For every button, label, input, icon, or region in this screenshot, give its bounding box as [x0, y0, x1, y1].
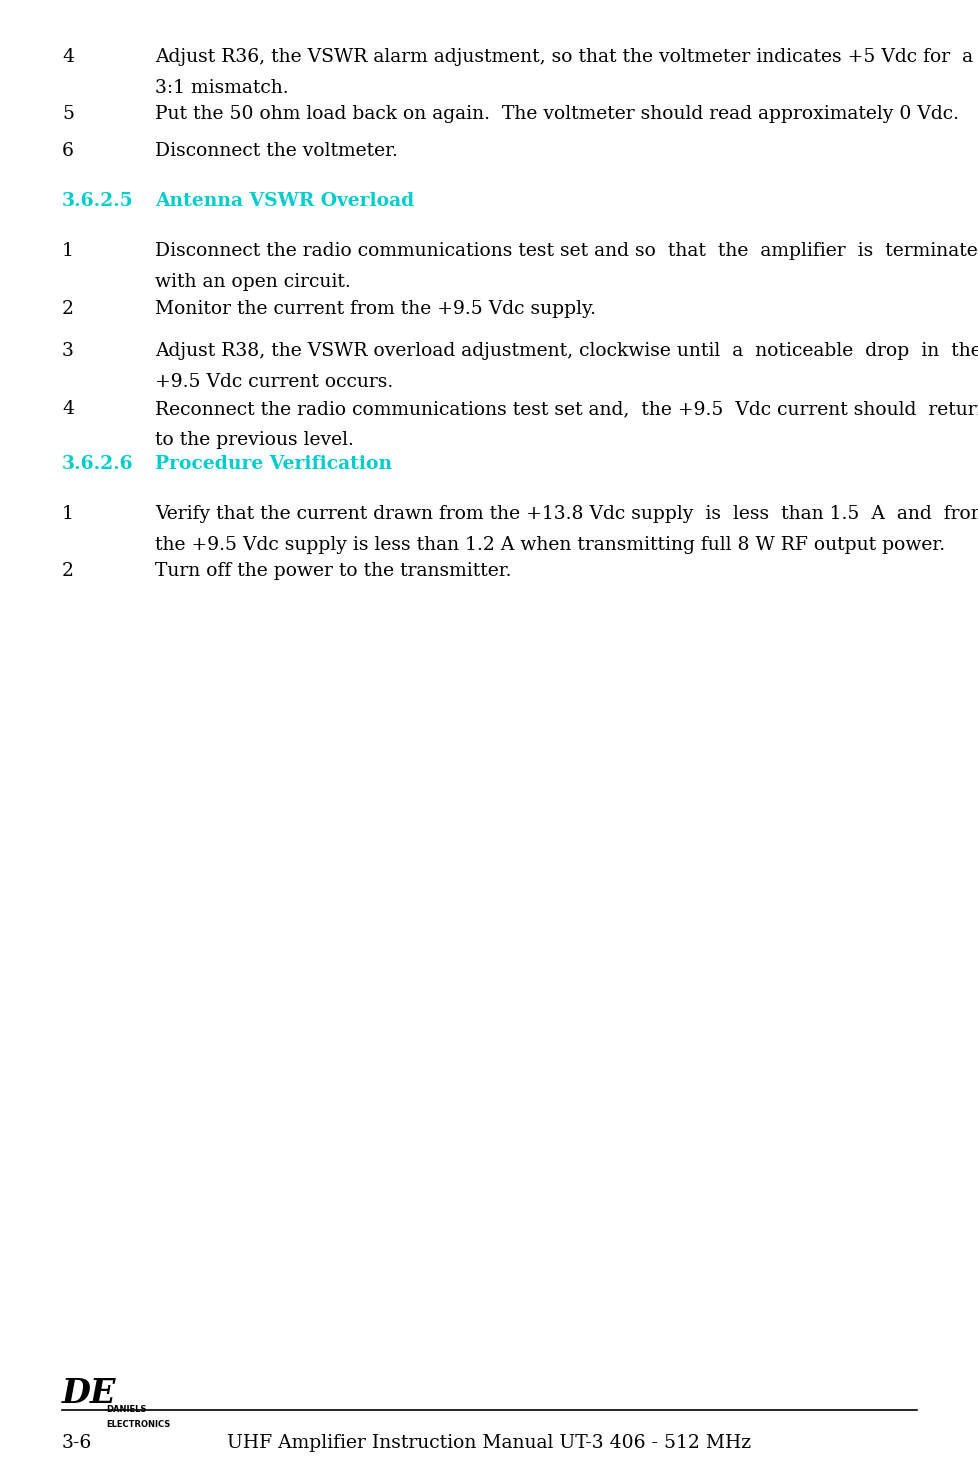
Text: 3: 3	[62, 342, 73, 361]
Text: Turn off the power to the transmitter.: Turn off the power to the transmitter.	[155, 562, 511, 580]
Text: Adjust R38, the VSWR overload adjustment, clockwise until  a  noticeable  drop  : Adjust R38, the VSWR overload adjustment…	[155, 342, 978, 361]
Text: 4: 4	[62, 400, 74, 418]
Text: Reconnect the radio communications test set and,  the +9.5  Vdc current should  : Reconnect the radio communications test …	[155, 400, 978, 418]
Text: ELECTRONICS: ELECTRONICS	[106, 1421, 170, 1429]
Text: 5: 5	[62, 105, 74, 123]
Text: 3.6.2.6: 3.6.2.6	[62, 456, 133, 473]
Text: Antenna VSWR Overload: Antenna VSWR Overload	[155, 193, 414, 210]
Text: the +9.5 Vdc supply is less than 1.2 A when transmitting full 8 W RF output powe: the +9.5 Vdc supply is less than 1.2 A w…	[155, 536, 944, 555]
Text: +9.5 Vdc current occurs.: +9.5 Vdc current occurs.	[155, 374, 393, 391]
Text: 4: 4	[62, 48, 74, 66]
Text: 3-6: 3-6	[62, 1434, 92, 1453]
Text: Procedure Verification: Procedure Verification	[155, 456, 392, 473]
Text: Disconnect the voltmeter.: Disconnect the voltmeter.	[155, 142, 397, 161]
Text: with an open circuit.: with an open circuit.	[155, 273, 350, 291]
Text: 6: 6	[62, 142, 73, 161]
Text: 1: 1	[62, 242, 73, 260]
Text: 2: 2	[62, 299, 74, 318]
Text: DANIELS: DANIELS	[106, 1405, 147, 1413]
Text: to the previous level.: to the previous level.	[155, 431, 353, 450]
Text: UHF Amplifier Instruction Manual UT-3 406 - 512 MHz: UHF Amplifier Instruction Manual UT-3 40…	[227, 1434, 751, 1453]
Text: 3.6.2.5: 3.6.2.5	[62, 193, 133, 210]
Text: Adjust R36, the VSWR alarm adjustment, so that the voltmeter indicates +5 Vdc fo: Adjust R36, the VSWR alarm adjustment, s…	[155, 48, 972, 66]
Text: Disconnect the radio communications test set and so  that  the  amplifier  is  t: Disconnect the radio communications test…	[155, 242, 978, 260]
Text: DE: DE	[62, 1377, 116, 1410]
Text: Monitor the current from the +9.5 Vdc supply.: Monitor the current from the +9.5 Vdc su…	[155, 299, 596, 318]
Text: 3:1 mismatch.: 3:1 mismatch.	[155, 79, 289, 98]
Text: 1: 1	[62, 505, 73, 523]
Text: Verify that the current drawn from the +13.8 Vdc supply  is  less  than 1.5  A  : Verify that the current drawn from the +…	[155, 505, 978, 523]
Text: 2: 2	[62, 562, 74, 580]
Text: Put the 50 ohm load back on again.  The voltmeter should read approximately 0 Vd: Put the 50 ohm load back on again. The v…	[155, 105, 958, 123]
